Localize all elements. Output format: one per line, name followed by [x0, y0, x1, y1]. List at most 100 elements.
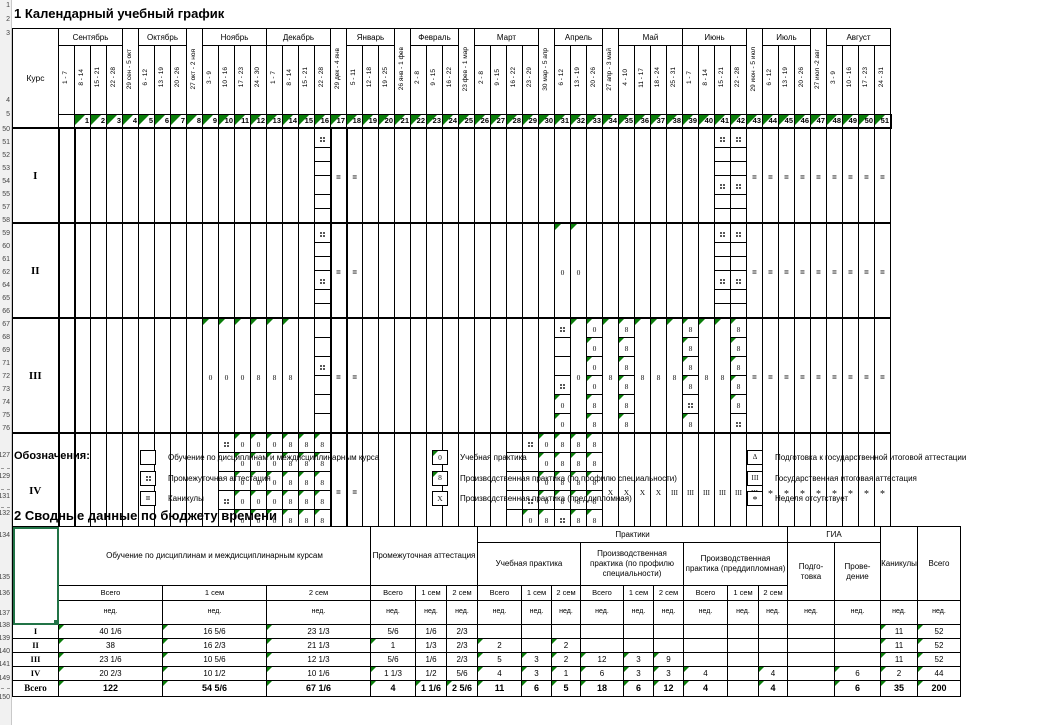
course-week-cell[interactable] [378, 127, 395, 224]
course-week-cell[interactable] [458, 432, 475, 549]
summary-cell[interactable]: 10 5/6 [162, 652, 267, 667]
month-header-cell[interactable]: Июнь [682, 28, 747, 46]
course-week-cell[interactable] [90, 317, 107, 434]
week-number-cell[interactable]: 4 [122, 114, 139, 129]
course-week-subcell[interactable] [314, 413, 331, 434]
subcolumn-header[interactable]: 2 сем [551, 585, 581, 601]
course-week-cell[interactable] [586, 222, 603, 319]
course-week-cell[interactable] [618, 127, 635, 224]
summary-cell[interactable]: 16 2/3 [162, 638, 267, 653]
week-range-cell[interactable]: 27 окт - 2 ноя [186, 28, 203, 115]
week-range-cell[interactable]: 15 - 21 [90, 45, 107, 115]
course-week-cell[interactable] [490, 317, 507, 434]
ned-header[interactable]: нед. [370, 600, 416, 625]
course-week-subcell[interactable] [314, 161, 331, 176]
course-week-subcell[interactable]: 8 [298, 471, 315, 491]
week-range-cell[interactable]: 24 - 31 [874, 45, 891, 115]
course-week-cell[interactable] [474, 127, 491, 224]
course-week-cell[interactable] [154, 222, 171, 319]
course-week-cell[interactable] [154, 317, 171, 434]
summary-row-label[interactable]: I [12, 624, 59, 639]
row-number[interactable]: 4 [6, 97, 10, 104]
summary-cell[interactable]: 6 [580, 666, 624, 681]
course-week-subcell[interactable]: 8 [298, 452, 315, 472]
month-header-cell[interactable]: Август [826, 28, 891, 46]
summary-cell[interactable] [727, 680, 759, 697]
summary-cell[interactable]: 2 [477, 638, 522, 653]
summary-cell[interactable]: 18 [580, 680, 624, 697]
week-number-cell[interactable]: 47 [810, 114, 827, 129]
month-header-cell[interactable]: Февраль [410, 28, 459, 46]
course-week-subcell[interactable] [714, 270, 731, 290]
legend-item[interactable]: 0 Учебная практика [432, 450, 527, 465]
course-week-cell[interactable]: 0 [554, 222, 571, 319]
course-week-subcell[interactable] [218, 452, 235, 472]
week-number-cell[interactable]: 7 [170, 114, 187, 129]
week-number-cell[interactable]: 35 [618, 114, 635, 129]
summary-cell[interactable]: 16 5/6 [162, 624, 267, 639]
summary-cell[interactable] [727, 666, 759, 681]
week-number-cell[interactable]: 40 [698, 114, 715, 129]
course-week-subcell[interactable]: 8 [298, 509, 315, 529]
week-range-cell[interactable]: 29 сен - 5 окт [122, 28, 139, 115]
course-week-subcell[interactable]: 0 [554, 413, 571, 434]
course-week-subcell[interactable] [314, 175, 331, 195]
legend-item[interactable]: 8 Производственная практика (по профилю с… [432, 470, 677, 486]
week-number-spacer-cell[interactable] [58, 114, 75, 129]
month-header-cell[interactable]: Апрель [554, 28, 603, 46]
course-week-cell[interactable] [138, 317, 155, 434]
course-week-cell[interactable] [666, 222, 683, 319]
course-week-cell[interactable] [170, 317, 187, 434]
summary-cell[interactable] [727, 652, 759, 667]
summary-cell[interactable]: 5/6 [446, 666, 478, 681]
subcolumn-header[interactable]: 2 сем [266, 585, 371, 601]
summary-cell[interactable] [758, 638, 788, 653]
week-number-cell[interactable]: 17 [330, 114, 347, 129]
course-week-cell[interactable]: = [329, 222, 348, 319]
course-week-subcell[interactable] [314, 337, 331, 357]
course-week-cell[interactable] [282, 222, 299, 319]
course-week-cell[interactable]: = [762, 127, 779, 224]
course-week-cell[interactable] [298, 317, 315, 434]
course-week-cell[interactable] [522, 317, 539, 434]
course-week-cell[interactable] [490, 222, 507, 319]
course-week-cell[interactable] [122, 127, 139, 224]
summary-cell[interactable]: 10 1/6 [266, 666, 371, 681]
course-week-cell[interactable] [442, 127, 459, 224]
week-range-cell[interactable]: 27 июл -2 авг [810, 28, 827, 115]
course-week-cell[interactable] [410, 222, 427, 319]
course-week-cell[interactable]: 8 [282, 317, 299, 434]
course-week-cell[interactable] [410, 127, 427, 224]
course-week-cell[interactable]: 8 [666, 317, 683, 434]
summary-cell[interactable]: 1 1/6 [415, 680, 447, 697]
legend-item[interactable]: X Производственная практика (преддипломна… [432, 491, 632, 506]
week-range-cell[interactable]: 20 - 26 [794, 45, 811, 115]
summary-cell[interactable]: 1/2 [415, 666, 447, 681]
course-week-cell[interactable] [170, 127, 187, 224]
course-week-cell[interactable]: = [762, 317, 779, 434]
subcolumn-header[interactable]: 1 сем [415, 585, 447, 601]
course-week-subcell[interactable] [730, 242, 747, 257]
subcolumn-header[interactable]: 2 сем [653, 585, 684, 601]
week-range-cell[interactable]: 27 апр - 3 май [602, 28, 619, 115]
summary-cell[interactable]: 21 1/3 [266, 638, 371, 653]
subcolumn-header[interactable]: 1 сем [623, 585, 654, 601]
course-week-cell[interactable] [506, 317, 523, 434]
course-week-subcell[interactable]: 8 [554, 452, 571, 472]
course-week-cell[interactable] [138, 127, 155, 224]
week-range-cell[interactable]: 18 - 24 [650, 45, 667, 115]
month-header-cell[interactable]: Сентябрь [58, 28, 123, 46]
row-number[interactable]: 58 [2, 217, 10, 224]
row-number[interactable]: 71 [2, 360, 10, 367]
course-week-cell[interactable]: III [682, 432, 699, 549]
week-range-cell[interactable]: 24 - 30 [250, 45, 267, 115]
course-week-cell[interactable] [250, 222, 267, 319]
course-week-cell[interactable]: = [778, 317, 795, 434]
course-week-subcell[interactable] [554, 356, 571, 376]
week-range-cell[interactable]: 8 - 14 [74, 45, 91, 115]
summary-cell[interactable]: 2 [880, 666, 918, 681]
course-week-subcell[interactable] [730, 413, 747, 434]
summary-cell[interactable] [834, 624, 881, 639]
summary-cell[interactable]: 6 [834, 666, 881, 681]
course-week-cell[interactable] [234, 222, 251, 319]
